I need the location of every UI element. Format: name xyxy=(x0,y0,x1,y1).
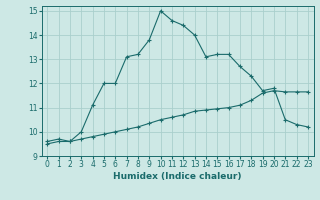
X-axis label: Humidex (Indice chaleur): Humidex (Indice chaleur) xyxy=(113,172,242,181)
